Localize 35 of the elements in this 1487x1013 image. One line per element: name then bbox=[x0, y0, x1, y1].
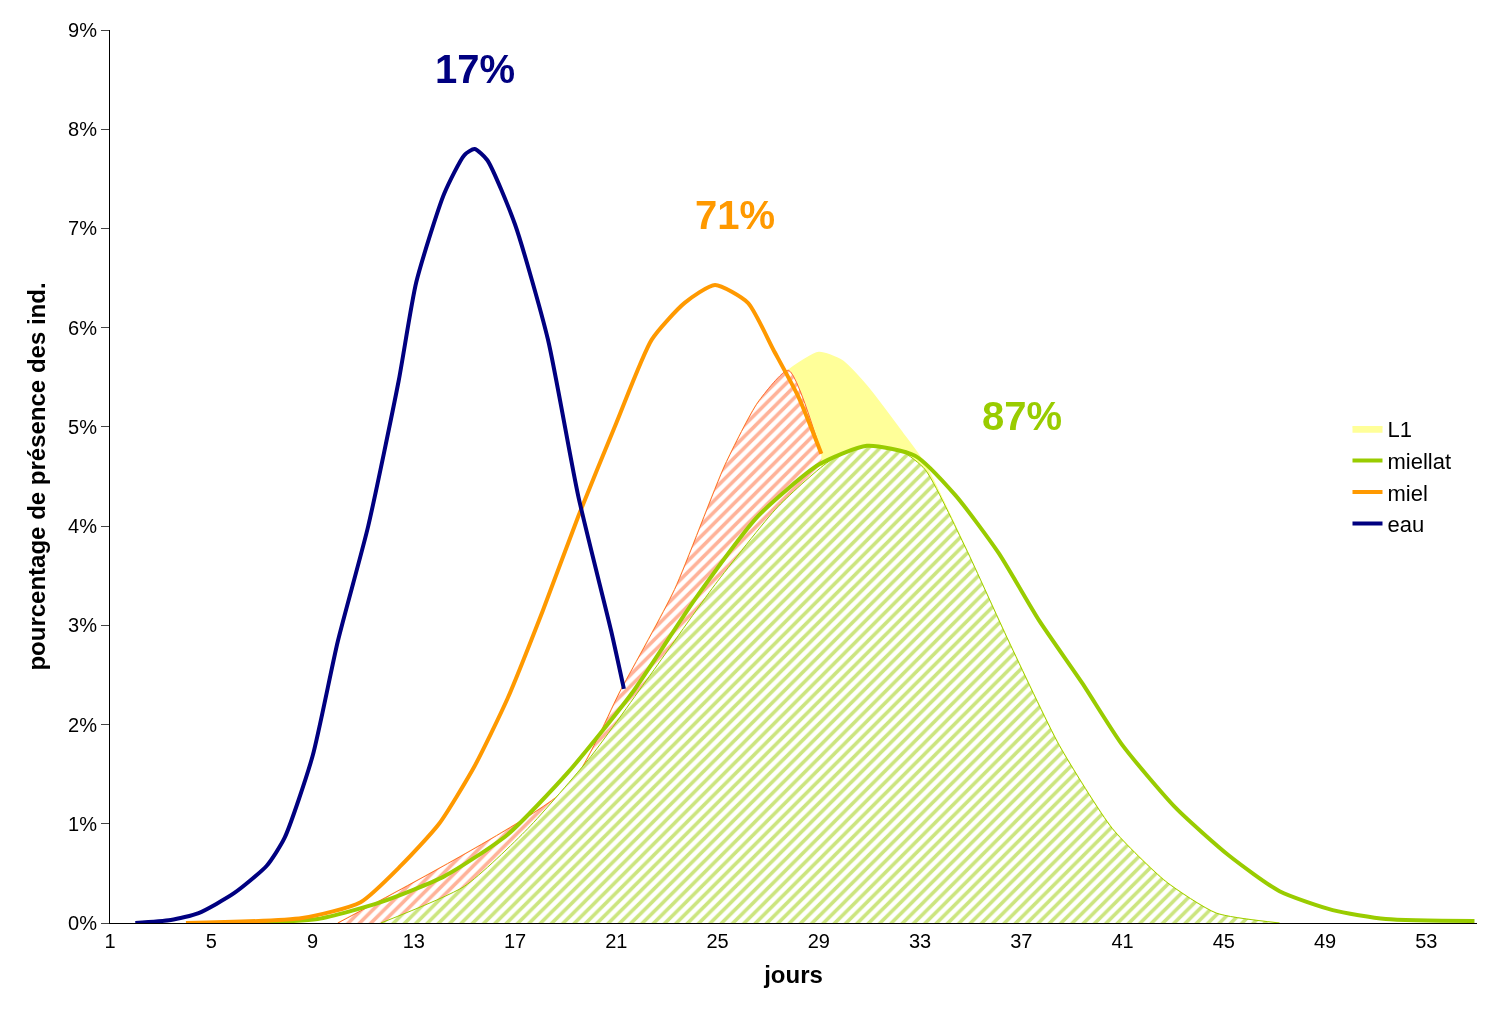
line-series bbox=[133, 147, 626, 923]
y-tick-label: 2% bbox=[68, 713, 98, 736]
x-tick-label: 29 bbox=[807, 930, 830, 952]
x-tick-label: 25 bbox=[706, 930, 729, 952]
y-tick-label: 8% bbox=[68, 118, 98, 141]
y-tick-label: 6% bbox=[68, 316, 98, 339]
y-tick-label: 1% bbox=[68, 812, 98, 835]
x-tick-label: 41 bbox=[1111, 930, 1134, 952]
y-tick-label: 0% bbox=[68, 912, 98, 934]
x-tick-label: 13 bbox=[402, 930, 425, 952]
annotation: 71% bbox=[695, 193, 776, 237]
annotation: 87% bbox=[982, 394, 1063, 438]
x-tick-label: 53 bbox=[1415, 930, 1438, 952]
y-tick-label: 9% bbox=[68, 19, 98, 41]
y-tick-label: 7% bbox=[68, 217, 98, 240]
legend-label: miel bbox=[1387, 480, 1428, 506]
y-tick-label: 5% bbox=[68, 415, 98, 438]
x-tick-label: 49 bbox=[1313, 930, 1337, 952]
x-tick-label: 45 bbox=[1212, 930, 1235, 952]
x-tick-label: 9 bbox=[306, 930, 319, 952]
x-tick-label: 33 bbox=[908, 930, 932, 952]
x-tick-label: 1 bbox=[104, 930, 116, 952]
y-tick-label: 3% bbox=[68, 614, 98, 637]
x-tick-label: 21 bbox=[605, 930, 628, 952]
line-series bbox=[183, 283, 824, 923]
annotation: 17% bbox=[435, 47, 516, 91]
y-tick-label: 4% bbox=[68, 515, 98, 538]
x-axis-title: jours bbox=[763, 961, 823, 989]
x-tick-label: 17 bbox=[503, 930, 527, 952]
y-axis-title: pourcentage de présence des ind. bbox=[23, 282, 51, 671]
legend-label: miellat bbox=[1387, 448, 1452, 474]
legend-label: L1 bbox=[1387, 417, 1412, 443]
legend-label: eau bbox=[1387, 512, 1425, 538]
x-tick-label: 5 bbox=[205, 930, 217, 952]
x-tick-label: 37 bbox=[1010, 930, 1033, 952]
